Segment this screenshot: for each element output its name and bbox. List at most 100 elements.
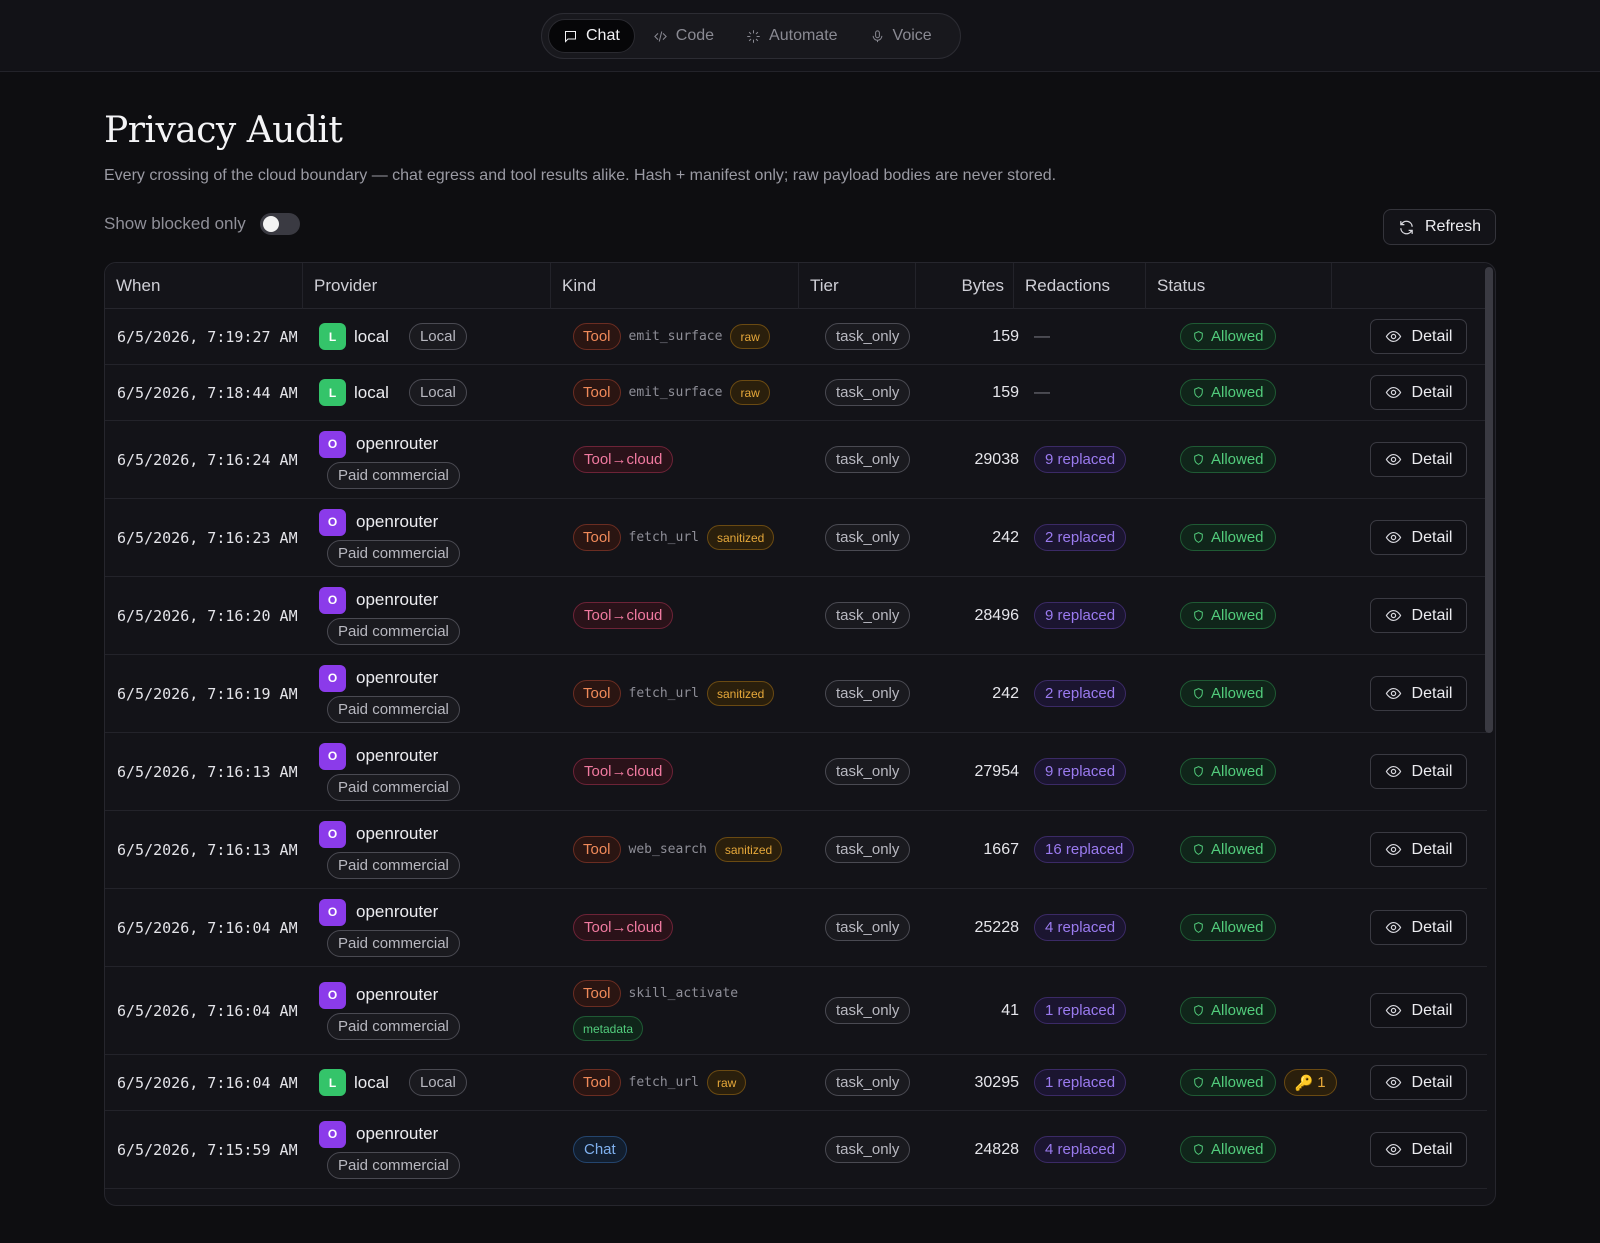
column-header-when: When xyxy=(105,263,303,309)
detail-button[interactable]: Detail xyxy=(1370,375,1467,410)
mode-tab-automate[interactable]: Automate xyxy=(732,19,851,53)
when-cell: 6/5/2026, 7:15:59 AM xyxy=(117,1140,298,1159)
detail-button[interactable]: Detail xyxy=(1370,520,1467,555)
detail-button[interactable]: Detail xyxy=(1370,993,1467,1028)
shield-icon xyxy=(1194,454,1203,465)
detail-button[interactable]: Detail xyxy=(1370,832,1467,867)
audit-table: When Provider Kind Tier Bytes Redactions Statu… xyxy=(104,262,1496,1206)
mode-tab-label: Voice xyxy=(892,27,932,44)
no-redactions: — xyxy=(1034,327,1050,345)
status-label: Allowed xyxy=(1211,529,1264,546)
when-cell: 6/5/2026, 7:16:19 AM xyxy=(117,684,298,703)
provider-name: openrouter xyxy=(356,985,439,1004)
status-label: Allowed xyxy=(1211,685,1264,702)
shield-icon xyxy=(1194,1144,1203,1155)
status-cell: Allowed xyxy=(1180,499,1276,576)
detail-cell: Detail xyxy=(1370,309,1467,364)
provider-type-badge: Paid commercial xyxy=(327,617,460,645)
detail-button[interactable]: Detail xyxy=(1370,1065,1467,1100)
tier-cell: task_only xyxy=(825,1055,911,1110)
detail-button[interactable]: Detail xyxy=(1370,754,1467,789)
refresh-button[interactable]: Refresh xyxy=(1383,209,1496,245)
provider-name: openrouter xyxy=(356,590,439,609)
status-cell: Allowed xyxy=(1180,421,1276,498)
eye-icon xyxy=(1385,1076,1401,1089)
detail-label: Detail xyxy=(1411,528,1453,546)
detail-button[interactable]: Detail xyxy=(1370,910,1467,945)
mic-icon xyxy=(870,29,885,44)
when-cell: 6/5/2026, 7:16:04 AM xyxy=(117,1073,298,1092)
blocked-only-toggle[interactable] xyxy=(259,213,300,235)
detail-cell: Detail xyxy=(1370,577,1467,654)
provider-type-badge: Local xyxy=(408,379,467,406)
table-scrollbar[interactable] xyxy=(1485,267,1493,733)
kind-badge: Tool xyxy=(573,980,621,1007)
column-header-bytes: Bytes xyxy=(916,263,1014,309)
detail-cell: Detail xyxy=(1370,1055,1467,1110)
status-badge: Allowed xyxy=(1180,446,1276,473)
eye-icon xyxy=(1385,386,1401,399)
redactions-cell: 1 replaced xyxy=(1034,1055,1127,1110)
provider-avatar: O xyxy=(319,898,346,926)
bytes-cell: 242 xyxy=(992,684,1019,702)
status-badge: Allowed xyxy=(1180,379,1276,406)
eye-icon xyxy=(1385,921,1401,934)
page-subtitle: Every crossing of the cloud boundary — c… xyxy=(104,167,1057,184)
detail-cell: Detail xyxy=(1370,811,1467,888)
tier-badge: task_only xyxy=(825,680,911,707)
mode-tab-chat[interactable]: Chat xyxy=(548,19,635,53)
provider-type-badge: Paid commercial xyxy=(327,1151,460,1179)
provider-name: openrouter xyxy=(356,902,439,921)
provider-avatar: O xyxy=(319,742,346,770)
detail-label: Detail xyxy=(1411,840,1453,858)
status-label: Allowed xyxy=(1211,1002,1264,1019)
redactions-cell: 2 replaced xyxy=(1034,655,1127,732)
status-cell: Allowed xyxy=(1180,365,1276,420)
kind-badge: Tool→cloud xyxy=(573,914,674,941)
table-header: When Provider Kind Tier Bytes Redactions Statu… xyxy=(105,263,1487,309)
redactions-cell: 9 replaced xyxy=(1034,577,1127,654)
detail-button[interactable]: Detail xyxy=(1370,598,1467,633)
mode-tab-code[interactable]: Code xyxy=(639,19,728,53)
tool-name: fetch_url xyxy=(628,1075,699,1090)
page-title: Privacy Audit xyxy=(104,110,343,151)
detail-button[interactable]: Detail xyxy=(1370,319,1467,354)
when-cell: 6/5/2026, 7:19:27 AM xyxy=(117,327,298,346)
payload-tag-badge: sanitized xyxy=(706,681,775,706)
detail-button[interactable]: Detail xyxy=(1370,1132,1467,1167)
kind-badge: Tool→cloud xyxy=(573,758,674,785)
column-header-kind: Kind xyxy=(551,263,799,309)
tool-name: emit_surface xyxy=(628,385,723,400)
tier-badge: task_only xyxy=(825,379,911,406)
eye-icon xyxy=(1385,765,1401,778)
sparkle-icon xyxy=(746,29,761,44)
provider-avatar: O xyxy=(319,664,346,692)
mode-tab-voice[interactable]: Voice xyxy=(856,19,946,53)
shield-icon xyxy=(1194,610,1203,621)
tier-cell: task_only xyxy=(825,1111,911,1188)
tier-cell: task_only xyxy=(825,499,911,576)
detail-button[interactable]: Detail xyxy=(1370,676,1467,711)
chat-icon xyxy=(563,29,578,44)
redactions-cell: 16 replaced xyxy=(1034,811,1135,888)
kind-badge: Tool xyxy=(573,836,621,863)
detail-button[interactable]: Detail xyxy=(1370,442,1467,477)
key-badge: 🔑 1 xyxy=(1283,1069,1337,1096)
tool-name: fetch_url xyxy=(628,530,699,545)
